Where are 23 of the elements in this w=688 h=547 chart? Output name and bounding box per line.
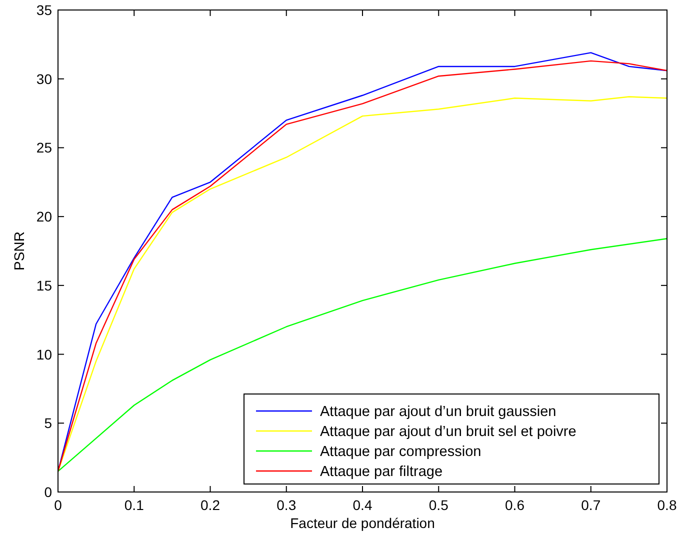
x-tick-label: 0.1 (124, 497, 144, 513)
x-tick-label: 0.5 (428, 497, 449, 513)
y-tick-label: 20 (36, 208, 52, 225)
x-tick-label: 0.8 (657, 497, 677, 513)
x-axis-title: Facteur de pondération (290, 515, 435, 531)
y-tick-label: 10 (36, 346, 52, 362)
legend-label: Attaque par compression (320, 444, 482, 460)
x-tick-label: 0.4 (352, 497, 372, 513)
y-tick-label: 30 (36, 70, 52, 87)
x-tick-label: 0.3 (276, 497, 296, 513)
x-tick-label: 0 (54, 497, 62, 513)
x-tick-label: 0.6 (505, 497, 525, 513)
y-tick-label: 15 (36, 277, 52, 294)
legend-label: Attaque par filtrage (320, 464, 443, 480)
y-tick-label: 0 (44, 484, 52, 500)
y-tick-label: 25 (36, 140, 52, 156)
y-tick-label: 5 (44, 415, 52, 432)
x-tick-label: 0.2 (200, 497, 220, 513)
legend-label: Attaque par ajout d’un bruit sel et poivre (320, 424, 576, 440)
x-tick-label: 0.7 (581, 497, 601, 513)
y-tick-label: 35 (36, 2, 52, 18)
legend-label: Attaque par ajout d’un bruit gaussien (320, 404, 556, 420)
y-axis-title: PSNR (11, 232, 27, 270)
